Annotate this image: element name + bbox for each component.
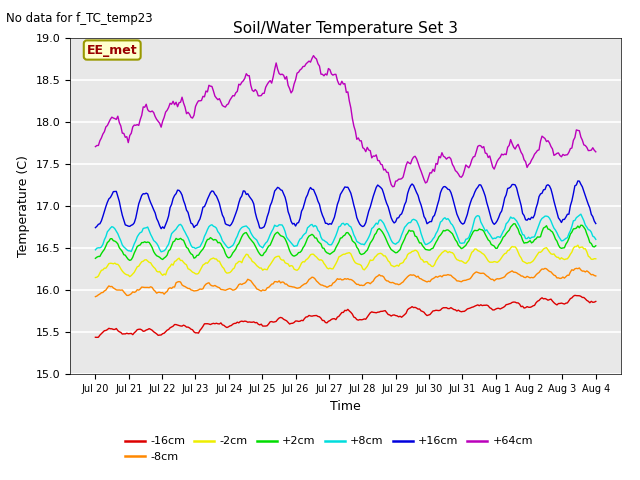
- +64cm: [310, 53, 317, 59]
- +8cm: [374, 221, 381, 227]
- +16cm: [97, 218, 105, 224]
- +2cm: [592, 243, 600, 249]
- Line: +8cm: +8cm: [95, 214, 596, 252]
- -8cm: [575, 265, 583, 271]
- -8cm: [372, 274, 380, 280]
- -2cm: [574, 242, 582, 248]
- -16cm: [592, 299, 600, 304]
- +2cm: [97, 251, 105, 256]
- +2cm: [92, 255, 99, 261]
- +16cm: [374, 182, 381, 188]
- +64cm: [92, 144, 99, 149]
- +2cm: [510, 221, 518, 227]
- Line: -2cm: -2cm: [95, 245, 596, 277]
- +64cm: [241, 75, 248, 81]
- -2cm: [202, 260, 210, 265]
- -8cm: [97, 290, 105, 296]
- +64cm: [202, 88, 210, 94]
- Legend: -16cm, -8cm, -2cm, +2cm, +8cm, +16cm, +64cm: -16cm, -8cm, -2cm, +2cm, +8cm, +16cm, +6…: [120, 432, 538, 467]
- -16cm: [571, 292, 579, 298]
- +64cm: [504, 144, 511, 150]
- +8cm: [508, 216, 516, 221]
- +64cm: [510, 144, 518, 150]
- Text: No data for f_TC_temp23: No data for f_TC_temp23: [6, 12, 153, 25]
- Line: -8cm: -8cm: [95, 268, 596, 297]
- -2cm: [372, 253, 380, 259]
- -16cm: [508, 300, 516, 305]
- Line: +16cm: +16cm: [95, 181, 596, 228]
- +64cm: [374, 157, 381, 163]
- +8cm: [204, 227, 211, 232]
- +16cm: [157, 226, 165, 231]
- +2cm: [508, 223, 516, 228]
- Text: EE_met: EE_met: [87, 44, 138, 57]
- +8cm: [97, 244, 105, 250]
- Title: Soil/Water Temperature Set 3: Soil/Water Temperature Set 3: [233, 21, 458, 36]
- -16cm: [243, 319, 250, 324]
- -8cm: [202, 281, 210, 287]
- -8cm: [507, 269, 515, 275]
- +2cm: [374, 227, 381, 232]
- -2cm: [92, 275, 99, 280]
- -16cm: [92, 335, 99, 340]
- +2cm: [243, 230, 250, 236]
- +16cm: [243, 192, 250, 197]
- +16cm: [508, 181, 516, 187]
- X-axis label: Time: Time: [330, 400, 361, 413]
- +8cm: [243, 223, 250, 229]
- +2cm: [204, 237, 211, 242]
- Line: +2cm: +2cm: [95, 224, 596, 260]
- +8cm: [592, 237, 600, 242]
- +16cm: [592, 221, 600, 227]
- +64cm: [97, 135, 105, 141]
- -2cm: [241, 253, 248, 259]
- +2cm: [126, 257, 134, 263]
- -8cm: [92, 294, 99, 300]
- Line: +64cm: +64cm: [95, 56, 596, 187]
- -16cm: [374, 309, 381, 315]
- -8cm: [241, 280, 248, 286]
- -16cm: [99, 329, 107, 335]
- -2cm: [592, 256, 600, 262]
- +16cm: [574, 178, 582, 184]
- +64cm: [592, 149, 600, 155]
- +2cm: [502, 231, 510, 237]
- +8cm: [157, 249, 165, 255]
- +8cm: [577, 211, 585, 217]
- -2cm: [501, 251, 509, 256]
- Line: -16cm: -16cm: [95, 295, 596, 337]
- -16cm: [204, 321, 211, 326]
- -16cm: [93, 335, 100, 340]
- -16cm: [502, 302, 510, 308]
- -8cm: [501, 274, 509, 280]
- -2cm: [507, 245, 515, 251]
- +8cm: [92, 247, 99, 252]
- +16cm: [204, 196, 211, 202]
- Y-axis label: Temperature (C): Temperature (C): [17, 156, 30, 257]
- +16cm: [92, 225, 99, 230]
- -2cm: [97, 267, 105, 273]
- -8cm: [592, 273, 600, 279]
- +64cm: [389, 184, 397, 190]
- +8cm: [502, 221, 510, 227]
- +16cm: [502, 192, 510, 198]
